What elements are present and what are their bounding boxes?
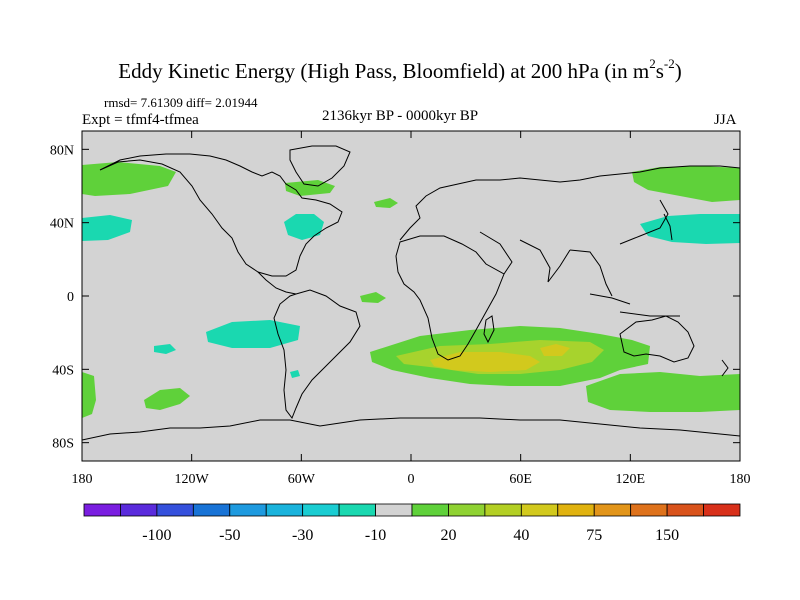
colorbar-label: 75	[586, 527, 602, 544]
anomaly-southern-ocean-positive	[586, 372, 740, 412]
coast-north-america	[99, 153, 343, 277]
anomaly-siberia-positive	[632, 166, 740, 202]
anomaly-far-south-pacific-positive	[82, 372, 96, 418]
y-tick-label: 80S	[52, 437, 74, 452]
coast-antarctica	[82, 417, 740, 441]
colorbar-box	[375, 503, 413, 517]
anomaly-japan-negative	[640, 214, 740, 244]
anomaly-tropical-atlantic-positive	[360, 292, 386, 303]
coast-se-asia	[569, 199, 669, 297]
colorbar-label: -50	[219, 527, 240, 544]
colorbar-box	[484, 503, 522, 517]
anomaly-south-pacific-positive	[144, 388, 190, 410]
colorbar-box	[666, 503, 704, 517]
coast-australia	[619, 315, 695, 363]
anomaly-indian-ocean-peak-east	[540, 344, 570, 356]
colorbar-label: 40	[513, 527, 529, 544]
coast-japan	[663, 213, 673, 241]
plot-title: Eddy Kinetic Energy (High Pass, Bloomfie…	[118, 56, 682, 83]
x-axis: 180 120W 60W 0 60E 120E 180	[72, 131, 751, 487]
colorbar-label: 20	[440, 527, 456, 544]
anomaly-north-america-negative	[284, 214, 324, 240]
rmsd-diff-stats: rmsd= 7.61309 diff= 2.01944	[104, 95, 258, 110]
colorbar-box	[229, 503, 267, 517]
colorbar-box	[338, 503, 376, 517]
colorbar-box	[83, 503, 121, 517]
y-tick-label: 40N	[50, 217, 74, 232]
y-axis: 80N 40N 0 40S 80S	[50, 143, 740, 452]
colorbar-box	[302, 503, 340, 517]
colorbar-box	[520, 503, 559, 517]
x-tick-label: 180	[72, 472, 93, 487]
season-label: JJA	[714, 112, 737, 128]
colorbar-box	[630, 503, 668, 517]
colorbar-label: -30	[292, 527, 313, 544]
anomaly-north-pacific-negative-west	[82, 215, 132, 241]
coast-greenland	[289, 145, 351, 187]
coast-africa	[395, 235, 505, 361]
anomaly-atlantic-small-positive	[374, 198, 398, 208]
coast-arabia-india	[479, 231, 571, 283]
colorbar-box	[156, 503, 194, 517]
anomaly-south-pacific-small-negative	[154, 344, 176, 354]
x-tick-label: 180	[730, 472, 751, 487]
x-tick-label: 60W	[288, 472, 316, 487]
time-period-label: 2136kyr BP - 0000kyr BP	[322, 108, 479, 124]
coast-madagascar	[483, 315, 495, 344]
colorbar-box	[265, 503, 304, 517]
y-tick-label: 80N	[50, 143, 74, 158]
x-tick-label: 0	[408, 472, 415, 487]
experiment-label: Expt = tfmf4-tfmea	[82, 112, 199, 128]
colorbar-box	[448, 503, 486, 517]
colorbar-box	[411, 503, 449, 517]
coast-central-america	[257, 271, 297, 295]
colorbar: -100 -50 -30 -10 20 40 75 150	[83, 503, 741, 544]
coast-europe	[399, 165, 740, 241]
colorbar-box	[192, 503, 231, 517]
colorbar-box	[120, 503, 158, 517]
colorbar-box	[703, 503, 741, 517]
coastlines	[82, 145, 740, 441]
colorbar-label: 150	[655, 527, 679, 544]
coast-indonesia	[589, 293, 680, 317]
coast-new-zealand	[721, 359, 729, 377]
x-tick-label: 60E	[509, 472, 532, 487]
colorbar-box	[557, 503, 595, 517]
x-tick-label: 120W	[175, 472, 210, 487]
colorbar-label: -10	[365, 527, 386, 544]
coast-south-america	[273, 289, 361, 420]
x-tick-label: 120E	[616, 472, 646, 487]
anomaly-south-atlantic-small	[290, 370, 300, 378]
colorbar-box	[593, 503, 632, 517]
anomaly-north-atlantic-positive	[82, 162, 176, 196]
y-tick-label: 0	[67, 290, 74, 305]
colorbar-label: -100	[142, 527, 171, 544]
y-tick-label: 40S	[52, 363, 74, 378]
